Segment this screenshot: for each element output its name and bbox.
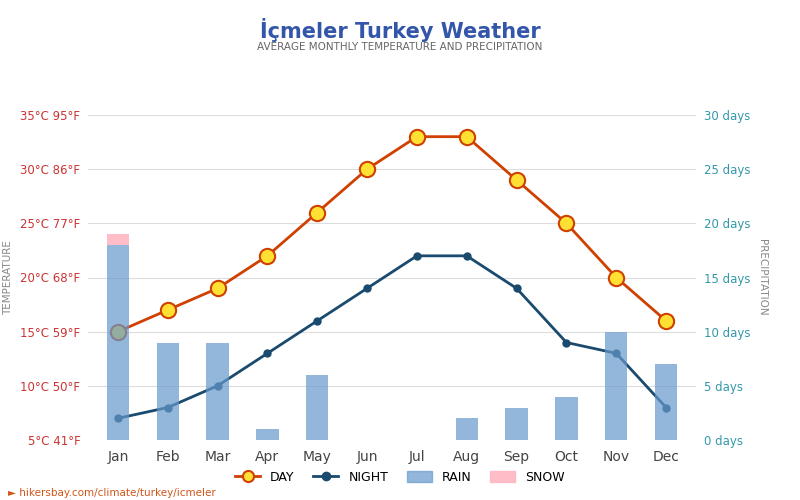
Bar bbox=[555, 396, 578, 440]
Legend: DAY, NIGHT, RAIN, SNOW: DAY, NIGHT, RAIN, SNOW bbox=[230, 466, 570, 489]
Bar bbox=[455, 418, 478, 440]
Y-axis label: TEMPERATURE: TEMPERATURE bbox=[3, 240, 13, 315]
Bar bbox=[256, 429, 278, 440]
Bar bbox=[106, 245, 129, 440]
Text: İçmeler Turkey Weather: İçmeler Turkey Weather bbox=[260, 18, 540, 42]
Bar bbox=[655, 364, 678, 440]
Bar bbox=[157, 342, 179, 440]
Bar bbox=[506, 408, 528, 440]
Bar bbox=[605, 332, 627, 440]
Y-axis label: PRECIPITATION: PRECIPITATION bbox=[757, 239, 767, 316]
Text: AVERAGE MONTHLY TEMPERATURE AND PRECIPITATION: AVERAGE MONTHLY TEMPERATURE AND PRECIPIT… bbox=[258, 42, 542, 52]
Bar bbox=[106, 234, 129, 245]
Bar bbox=[206, 342, 229, 440]
Bar bbox=[306, 375, 329, 440]
Text: ► hikersbay.com/climate/turkey/icmeler: ► hikersbay.com/climate/turkey/icmeler bbox=[8, 488, 216, 498]
